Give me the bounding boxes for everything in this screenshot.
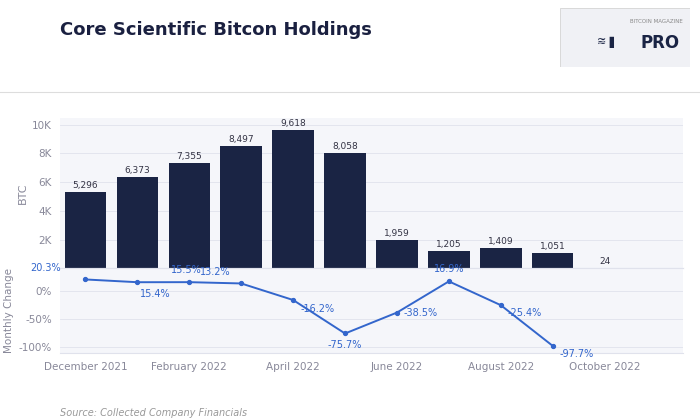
Text: 20.3%: 20.3% — [30, 262, 60, 273]
Bar — [376, 240, 418, 268]
Bar — [428, 251, 470, 268]
Text: 7,355: 7,355 — [176, 152, 202, 160]
Text: 8,058: 8,058 — [332, 142, 358, 150]
Text: 15.4%: 15.4% — [140, 289, 171, 299]
Text: 1,409: 1,409 — [488, 237, 514, 246]
Text: -97.7%: -97.7% — [560, 349, 594, 359]
Text: 6,373: 6,373 — [125, 166, 150, 175]
Text: 15.5%: 15.5% — [171, 265, 202, 275]
Y-axis label: BTC: BTC — [18, 182, 28, 204]
Text: 8,497: 8,497 — [228, 135, 254, 144]
Text: 9,618: 9,618 — [280, 119, 306, 128]
Text: 1,205: 1,205 — [436, 240, 462, 249]
Text: PRO: PRO — [640, 34, 679, 52]
Text: 1,051: 1,051 — [540, 242, 566, 251]
Bar — [480, 248, 522, 268]
Text: Core Scientific Bitcon Holdings: Core Scientific Bitcon Holdings — [60, 21, 372, 39]
Text: -75.7%: -75.7% — [328, 341, 362, 350]
Text: 24: 24 — [599, 257, 610, 266]
Bar — [324, 152, 366, 268]
Text: 5,296: 5,296 — [73, 181, 98, 190]
Text: BITCOIN MAGAZINE: BITCOIN MAGAZINE — [630, 19, 683, 24]
Bar — [169, 163, 210, 268]
Text: -25.4%: -25.4% — [508, 308, 542, 318]
Y-axis label: Monthly Change: Monthly Change — [4, 268, 15, 353]
Bar — [117, 177, 158, 268]
Text: -16.2%: -16.2% — [300, 304, 334, 314]
Bar — [220, 146, 262, 268]
Text: ≋▐: ≋▐ — [596, 37, 615, 48]
Bar — [532, 253, 573, 268]
Text: -38.5%: -38.5% — [404, 307, 438, 318]
Text: 13.2%: 13.2% — [199, 267, 230, 276]
Text: Source: Collected Company Financials: Source: Collected Company Financials — [60, 408, 246, 418]
Bar — [272, 130, 314, 268]
Text: 1,959: 1,959 — [384, 229, 409, 238]
Bar — [64, 192, 106, 268]
Text: 16.9%: 16.9% — [433, 265, 464, 274]
